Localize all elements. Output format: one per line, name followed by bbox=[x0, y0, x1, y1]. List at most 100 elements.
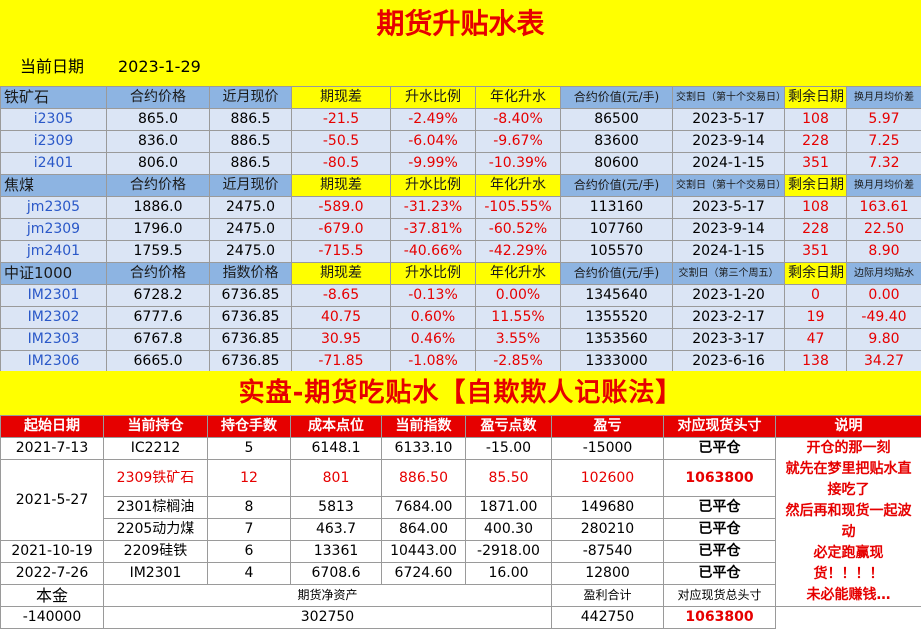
table-cell: 8.90 bbox=[847, 241, 921, 263]
table-cell: -80.5 bbox=[292, 153, 391, 175]
table-cell: -0.13% bbox=[391, 285, 476, 307]
table-cell: 2023-9-14 bbox=[673, 131, 785, 153]
column-header: 升水比例 bbox=[391, 87, 476, 109]
record-cell: -87540 bbox=[552, 541, 664, 563]
table-cell: 19 bbox=[785, 307, 847, 329]
table-cell: 5.97 bbox=[847, 109, 921, 131]
table-cell: -37.81% bbox=[391, 219, 476, 241]
records-header-row: 起始日期当前持仓持仓手数成本点位当前指数盈亏点数盈亏对应现货头寸说明 bbox=[1, 416, 921, 438]
table-cell: 9.80 bbox=[847, 329, 921, 351]
column-header: 近月现价 bbox=[210, 175, 292, 197]
column-header: 交割日（第三个周五） bbox=[673, 263, 785, 285]
page-title: 期货升贴水表 bbox=[0, 0, 921, 48]
record-cell: 2021-5-27 bbox=[1, 460, 104, 541]
table-cell: 2023-5-17 bbox=[673, 109, 785, 131]
table-cell: 34.27 bbox=[847, 351, 921, 373]
table-cell: 6736.85 bbox=[210, 329, 292, 351]
table-cell: 7.32 bbox=[847, 153, 921, 175]
table-cell: 1333000 bbox=[561, 351, 673, 373]
section-header-row: 铁矿石合约价格近月现价期现差升水比例年化升水合约价值(元/手)交割日（第十个交易… bbox=[1, 87, 921, 109]
table-cell: 0.00 bbox=[847, 285, 921, 307]
record-cell: -2918.00 bbox=[466, 541, 552, 563]
contract-code[interactable]: IM2306 bbox=[1, 351, 107, 373]
contract-code[interactable]: i2401 bbox=[1, 153, 107, 175]
column-header: 说明 bbox=[776, 416, 921, 438]
record-cell: 4 bbox=[208, 563, 291, 585]
column-header: 成本点位 bbox=[291, 416, 382, 438]
contract-code[interactable]: jm2309 bbox=[1, 219, 107, 241]
table-cell: -1.08% bbox=[391, 351, 476, 373]
record-cell: 2022-7-26 bbox=[1, 563, 104, 585]
table-cell: 108 bbox=[785, 197, 847, 219]
table-cell: 105570 bbox=[561, 241, 673, 263]
table-cell: 83600 bbox=[561, 131, 673, 153]
table-cell: 886.5 bbox=[210, 109, 292, 131]
table-cell: -679.0 bbox=[292, 219, 391, 241]
column-header: 盈亏点数 bbox=[466, 416, 552, 438]
contract-code[interactable]: IM2301 bbox=[1, 285, 107, 307]
table-cell: -2.85% bbox=[476, 351, 561, 373]
column-header: 期现差 bbox=[292, 87, 391, 109]
table-cell: 86500 bbox=[561, 109, 673, 131]
record-cell: 10443.00 bbox=[382, 541, 466, 563]
table-cell: 6728.2 bbox=[107, 285, 210, 307]
table-cell: 886.5 bbox=[210, 131, 292, 153]
contract-code[interactable]: IM2303 bbox=[1, 329, 107, 351]
table-cell: 806.0 bbox=[107, 153, 210, 175]
table-cell: -31.23% bbox=[391, 197, 476, 219]
table-cell: 0 bbox=[785, 285, 847, 307]
column-header: 合约价值(元/手) bbox=[561, 87, 673, 109]
column-header: 合约价格 bbox=[107, 175, 210, 197]
column-header: 对应现货头寸 bbox=[664, 416, 776, 438]
table-cell: -71.85 bbox=[292, 351, 391, 373]
table-cell: 2023-3-17 bbox=[673, 329, 785, 351]
contract-code[interactable]: jm2305 bbox=[1, 197, 107, 219]
contract-code[interactable]: i2309 bbox=[1, 131, 107, 153]
table-cell: 2023-2-17 bbox=[673, 307, 785, 329]
table-cell: -589.0 bbox=[292, 197, 391, 219]
table-cell: -2.49% bbox=[391, 109, 476, 131]
record-cell: 102600 bbox=[552, 460, 664, 497]
table-cell: 30.95 bbox=[292, 329, 391, 351]
contract-code[interactable]: IM2302 bbox=[1, 307, 107, 329]
record-cell: 6133.10 bbox=[382, 438, 466, 460]
column-header: 近月现价 bbox=[210, 87, 292, 109]
table-cell: 2475.0 bbox=[210, 219, 292, 241]
date-label: 当前日期 bbox=[20, 48, 84, 86]
net-asset-label: 期货净资产 bbox=[104, 585, 552, 607]
contract-code[interactable]: i2305 bbox=[1, 109, 107, 131]
contract-code[interactable]: jm2401 bbox=[1, 241, 107, 263]
record-cell: 8 bbox=[208, 497, 291, 519]
net-asset-value: 302750 bbox=[104, 607, 552, 629]
record-cell: 7684.00 bbox=[382, 497, 466, 519]
remark-line: 未必能赚钱… bbox=[779, 585, 918, 606]
table-cell: 886.5 bbox=[210, 153, 292, 175]
column-header: 交割日（第十个交易日） bbox=[673, 175, 785, 197]
table-cell: 2023-5-17 bbox=[673, 197, 785, 219]
column-header: 剩余日期 bbox=[785, 175, 847, 197]
table-cell: -105.55% bbox=[476, 197, 561, 219]
section-header-row: 焦煤合约价格近月现价期现差升水比例年化升水合约价值(元/手)交割日（第十个交易日… bbox=[1, 175, 921, 197]
record-cell: 12 bbox=[208, 460, 291, 497]
table-cell: 1759.5 bbox=[107, 241, 210, 263]
column-header: 盈亏 bbox=[552, 416, 664, 438]
table-cell: 2475.0 bbox=[210, 241, 292, 263]
table-cell: 0.60% bbox=[391, 307, 476, 329]
table-cell: 40.75 bbox=[292, 307, 391, 329]
record-cell: 1871.00 bbox=[466, 497, 552, 519]
record-cell: 5 bbox=[208, 438, 291, 460]
table-cell: -10.39% bbox=[476, 153, 561, 175]
record-cell: 6148.1 bbox=[291, 438, 382, 460]
column-header: 当前持仓 bbox=[104, 416, 208, 438]
column-header: 剩余日期 bbox=[785, 263, 847, 285]
record-cell: -15000 bbox=[552, 438, 664, 460]
table-cell: 6736.85 bbox=[210, 351, 292, 373]
column-header: 持仓手数 bbox=[208, 416, 291, 438]
record-cell: 13361 bbox=[291, 541, 382, 563]
